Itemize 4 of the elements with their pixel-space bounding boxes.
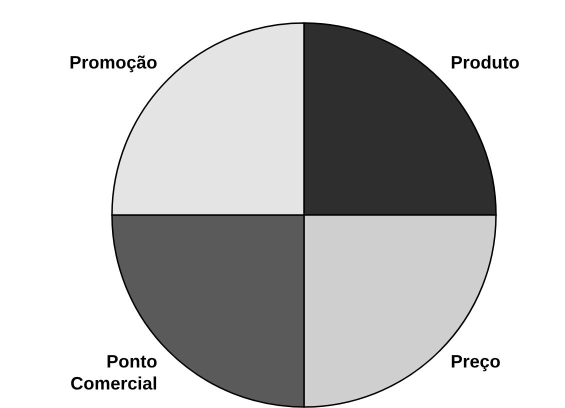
- slice-label: Preço: [450, 352, 501, 372]
- slice-label: Produto: [450, 52, 520, 72]
- slice-label: Promoção: [69, 52, 158, 72]
- slice-label: Ponto Comercial: [70, 352, 158, 394]
